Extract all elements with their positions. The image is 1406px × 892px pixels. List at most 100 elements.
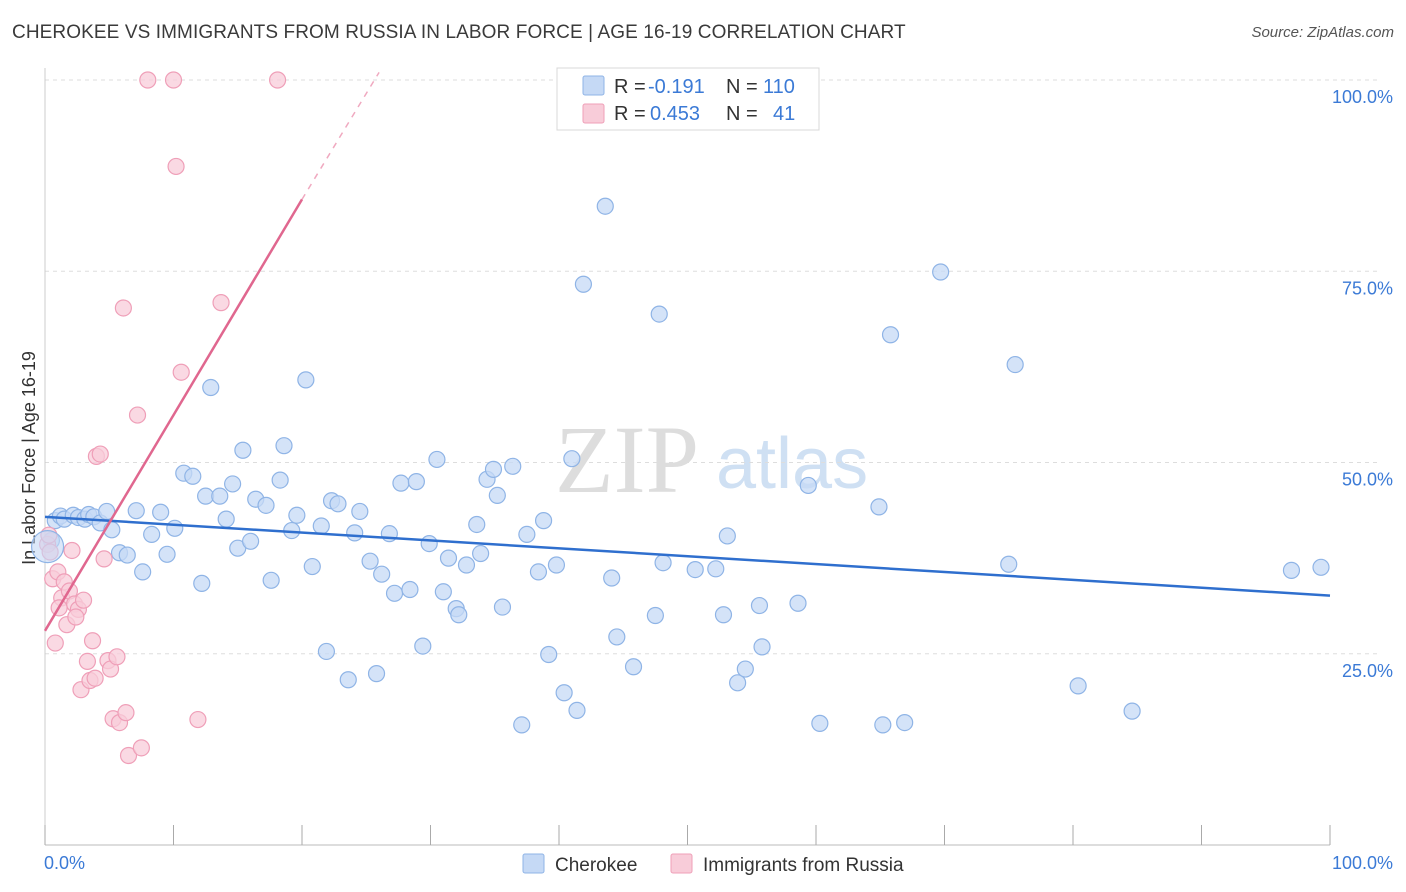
series-legend-swatch-cherokee: [522, 853, 545, 874]
cherokee-point-84: [646, 606, 664, 625]
chart-title: CHEROKEE VS IMMIGRANTS FROM RUSSIA IN LA…: [12, 22, 906, 43]
russia-point-39: [67, 608, 85, 626]
russia-point-9: [63, 541, 81, 560]
cherokee-point-72: [529, 563, 548, 581]
cherokee-point-74: [540, 645, 558, 664]
russia-point-35: [212, 294, 230, 312]
cherokee-point-38: [297, 371, 315, 389]
cherokee-point-35: [275, 437, 293, 455]
series-legend-label-russia: Immigrants from Russia: [703, 855, 904, 876]
y-tick-label-100: 100.0%: [1332, 87, 1393, 107]
russia-point-28: [128, 406, 147, 424]
cherokee-cluster-point: [30, 530, 65, 564]
russia-point-19: [95, 550, 113, 568]
tick-labels: 25.0% 50.0% 75.0% 100.0% 0.0% 100.0%: [44, 87, 1393, 873]
russia-point-40: [86, 669, 104, 687]
legend-swatch-cherokee: [582, 75, 605, 96]
cherokee-point-53: [401, 580, 419, 599]
russia-point-13: [74, 591, 93, 609]
russia-trend-extension: [301, 71, 380, 200]
cherokee-point-92: [736, 660, 754, 678]
cherokee-point-21: [184, 467, 202, 485]
russia-trend-line: [43, 198, 304, 632]
cherokee-point-91: [729, 674, 747, 692]
cherokee-point-39: [303, 557, 321, 576]
cherokee-point-93: [750, 596, 769, 615]
cherokee-point-99: [874, 716, 892, 734]
cherokee-point-104: [1006, 355, 1024, 374]
cherokee-point-32: [257, 496, 275, 514]
x-tick-label-max: 100.0%: [1332, 853, 1393, 873]
cherokee-point-29: [234, 441, 252, 459]
cherokee-point-105: [1069, 677, 1087, 695]
cherokee-point-107: [1282, 561, 1301, 579]
watermark-atlas: atlas: [716, 424, 868, 504]
y-tick-label-25: 25.0%: [1342, 661, 1393, 681]
cherokee-point-63: [468, 515, 486, 534]
cherokee-point-16: [143, 525, 161, 544]
cherokee-point-58: [434, 583, 452, 601]
correlation-legend: R = -0.191 N = 110 R = 0.453 N = 41: [556, 67, 820, 131]
cherokee-point-88: [707, 560, 725, 578]
cherokee-point-102: [932, 263, 950, 281]
cherokee-point-54: [407, 473, 425, 491]
y-axis-label: In Labor Force | Age 16-19: [19, 351, 39, 565]
cherokee-point-97: [811, 714, 829, 732]
cherokee-point-14: [127, 502, 145, 520]
russia-point-3: [46, 634, 64, 652]
x-tick-label-min: 0.0%: [44, 853, 85, 873]
cherokee-point-75: [547, 556, 566, 574]
cherokee-point-15: [134, 563, 152, 581]
cherokee-point-76: [555, 684, 573, 702]
cherokee-point-67: [488, 486, 506, 504]
cherokee-point-27: [224, 475, 242, 493]
cherokee-point-24: [202, 378, 220, 397]
cherokee-point-66: [484, 460, 503, 478]
cherokee-point-17: [152, 503, 170, 521]
cherokee-trend-line: [44, 515, 1331, 597]
cherokee-point-25: [211, 487, 229, 505]
cherokee-point-90: [718, 527, 736, 545]
cherokee-point-33: [262, 571, 280, 589]
cherokee-point-19: [166, 519, 184, 537]
cherokee-point-106: [1123, 702, 1141, 720]
russia-point-34: [189, 710, 207, 729]
cherokee-point-51: [385, 584, 404, 602]
watermark: ZIP atlas: [555, 406, 868, 513]
cherokee-point-71: [518, 525, 536, 544]
cherokee-point-96: [799, 476, 817, 495]
data-points: [30, 71, 1330, 765]
cherokee-point-64: [472, 544, 490, 563]
cherokee-point-70: [513, 716, 531, 734]
cherokee-point-89: [714, 606, 733, 624]
cherokee-point-22: [193, 574, 211, 592]
legend-n-value-russia: 41: [773, 103, 795, 125]
cherokee-point-46: [351, 502, 369, 521]
cherokee-point-68: [493, 598, 512, 616]
series-legend-label-cherokee: Cherokee: [555, 855, 637, 876]
cherokee-point-101: [896, 713, 914, 732]
cherokee-point-30: [242, 532, 260, 550]
cherokee-point-108: [1312, 558, 1330, 576]
russia-point-33: [172, 363, 190, 381]
russia-point-32: [167, 157, 185, 176]
cherokee-point-78: [568, 701, 586, 719]
legend-n-label-russia: N =: [726, 103, 758, 125]
cherokee-point-98: [870, 498, 888, 516]
legend-n-value-cherokee: 110: [763, 76, 795, 98]
axes: [44, 68, 1331, 846]
cherokee-point-80: [596, 197, 614, 215]
cherokee-point-77: [563, 450, 581, 468]
series-legend: Cherokee Immigrants from Russia: [522, 853, 904, 876]
legend-r-label-cherokee: R =: [614, 76, 646, 98]
cherokee-point-94: [753, 638, 771, 656]
legend-n-label-cherokee: N =: [726, 76, 758, 98]
russia-point-23: [108, 648, 126, 666]
cherokee-point-62: [457, 556, 476, 574]
russia-point-36: [268, 71, 287, 89]
y-tick-label-75: 75.0%: [1342, 278, 1393, 298]
cherokee-point-45: [346, 524, 364, 542]
russia-point-30: [139, 71, 157, 89]
cherokee-point-49: [373, 565, 391, 583]
